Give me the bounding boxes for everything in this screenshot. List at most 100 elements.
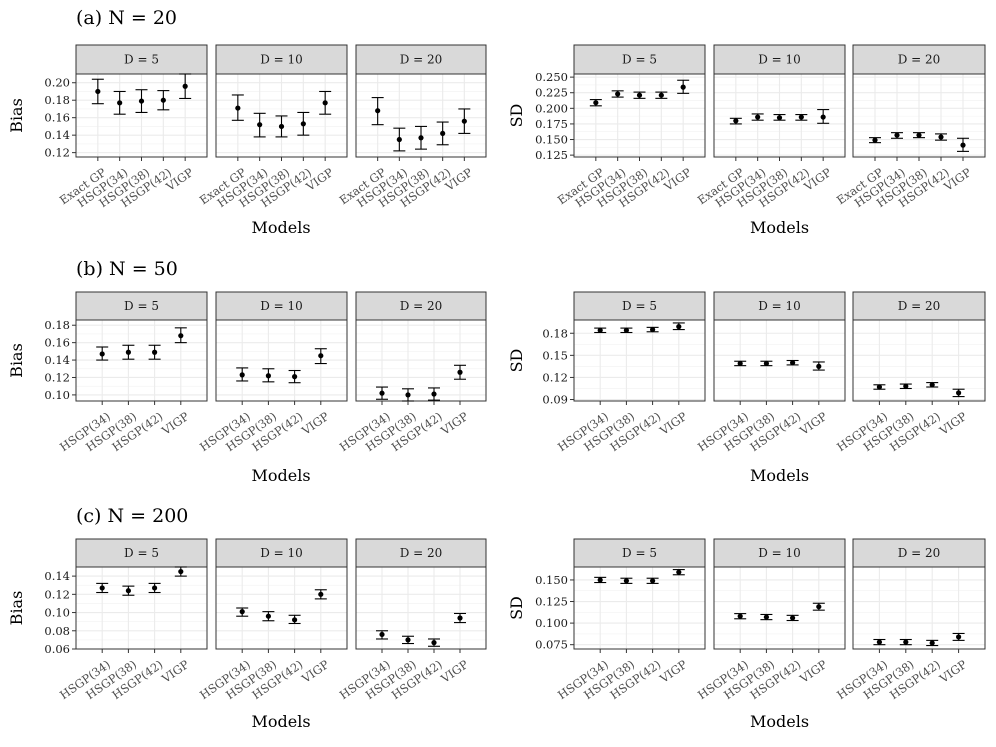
plot-bias: Bias Models 0.10 0.12 0.14 0.16 0.18D = 5HSGP(… [7, 291, 487, 485]
error-bar [174, 327, 187, 344]
error-bar [633, 91, 646, 99]
plot-sd: SD Models 0.09 0.12 0.15 0.18D = 5HSGP(34)HSG… [507, 291, 986, 485]
mean-point [318, 591, 324, 597]
mean-point [152, 349, 158, 355]
error-bar [677, 79, 690, 94]
error-bar [729, 117, 742, 125]
mean-point [680, 84, 686, 90]
error-bar [454, 612, 466, 624]
error-bar [594, 576, 607, 584]
y-tick-label: 0.14 [44, 353, 70, 367]
y-axis-title: Bias [7, 591, 26, 626]
y-tick-label: 0.175 [535, 117, 568, 131]
x-tick-label: VIGP [298, 657, 331, 686]
mean-point [903, 383, 909, 389]
x-tick-label: VIGP [438, 409, 471, 438]
error-bar [122, 585, 135, 596]
error-bar [869, 137, 881, 144]
mean-point [379, 390, 385, 396]
facet-strip-label: D = 20 [400, 53, 443, 67]
facet-strip-label: D = 20 [898, 299, 941, 313]
error-bar [157, 90, 170, 111]
mean-point [733, 118, 739, 124]
mean-point [894, 132, 900, 138]
facet-strip [215, 44, 348, 75]
error-bar [926, 382, 939, 388]
mean-point [763, 360, 770, 367]
error-bar [262, 611, 275, 622]
mean-point [379, 631, 385, 638]
error-bar [957, 137, 969, 152]
mean-point [755, 114, 761, 120]
mean-point [615, 91, 621, 97]
y-tick-label: 0.225 [535, 86, 568, 100]
mean-point [117, 100, 123, 106]
y-axis-title: Bias [7, 98, 26, 133]
mean-point [178, 333, 184, 339]
x-axis-title: Models [750, 218, 809, 237]
mean-point [929, 640, 935, 646]
x-tick-label: VIGP [796, 409, 829, 438]
y-tick-label: 0.14 [44, 569, 70, 583]
facet-strip [713, 44, 846, 75]
mean-point [876, 639, 883, 645]
mean-point [152, 585, 158, 591]
row-3: (c) N = 200 Bias Models 0.06 0.08 0.10 0.12 0.1… [7, 505, 986, 731]
panel-border [75, 319, 208, 402]
facet-strip [75, 291, 208, 321]
error-bar [760, 613, 773, 621]
facet-strip-label: D = 10 [260, 299, 303, 313]
error-bar [899, 638, 912, 646]
x-tick-label: VIGP [656, 409, 689, 438]
error-bar [297, 111, 310, 136]
error-bar [393, 127, 406, 152]
mean-point [99, 351, 105, 357]
panel-border [852, 566, 986, 650]
mean-point [597, 577, 603, 583]
mean-point [235, 105, 241, 111]
error-bar [589, 99, 602, 107]
y-tick-label: 0.18 [44, 93, 70, 107]
mean-point [798, 114, 804, 120]
plot-sd: SDModels0.1250.1500.1750.2000.2250.250D … [507, 44, 986, 237]
mean-point [265, 373, 271, 379]
y-axis-title: SD [507, 104, 526, 128]
facet-strip [215, 538, 348, 568]
y-axis-title: SD [507, 596, 526, 620]
facet-strip [713, 538, 846, 568]
mean-point [658, 92, 664, 98]
facet-strip [75, 538, 208, 568]
mean-point [457, 615, 463, 621]
panel-background [216, 567, 347, 649]
mean-point [929, 382, 935, 388]
error-bar [288, 369, 301, 384]
error-bar [428, 387, 440, 401]
facet-strip [355, 44, 487, 75]
error-bar [253, 112, 266, 138]
mean-point [960, 142, 966, 148]
error-bar [795, 114, 808, 121]
facet-strip [355, 291, 487, 321]
error-bar [135, 89, 148, 113]
error-bar [113, 90, 126, 115]
error-bar [148, 582, 161, 594]
mean-point [182, 83, 188, 89]
error-bar [672, 569, 685, 576]
mean-point [418, 135, 424, 141]
panel-background [574, 320, 705, 401]
mean-point [278, 123, 285, 130]
error-bar [773, 114, 786, 121]
facet-strip-label: D = 20 [898, 53, 941, 67]
error-bar [96, 346, 109, 361]
error-bar [96, 582, 109, 594]
error-bar [594, 327, 607, 334]
mean-point [623, 578, 630, 584]
mean-point [160, 97, 166, 103]
y-tick-label: 0.16 [44, 111, 70, 125]
facet-strip-label: D = 10 [758, 546, 801, 560]
error-bar [817, 109, 830, 124]
